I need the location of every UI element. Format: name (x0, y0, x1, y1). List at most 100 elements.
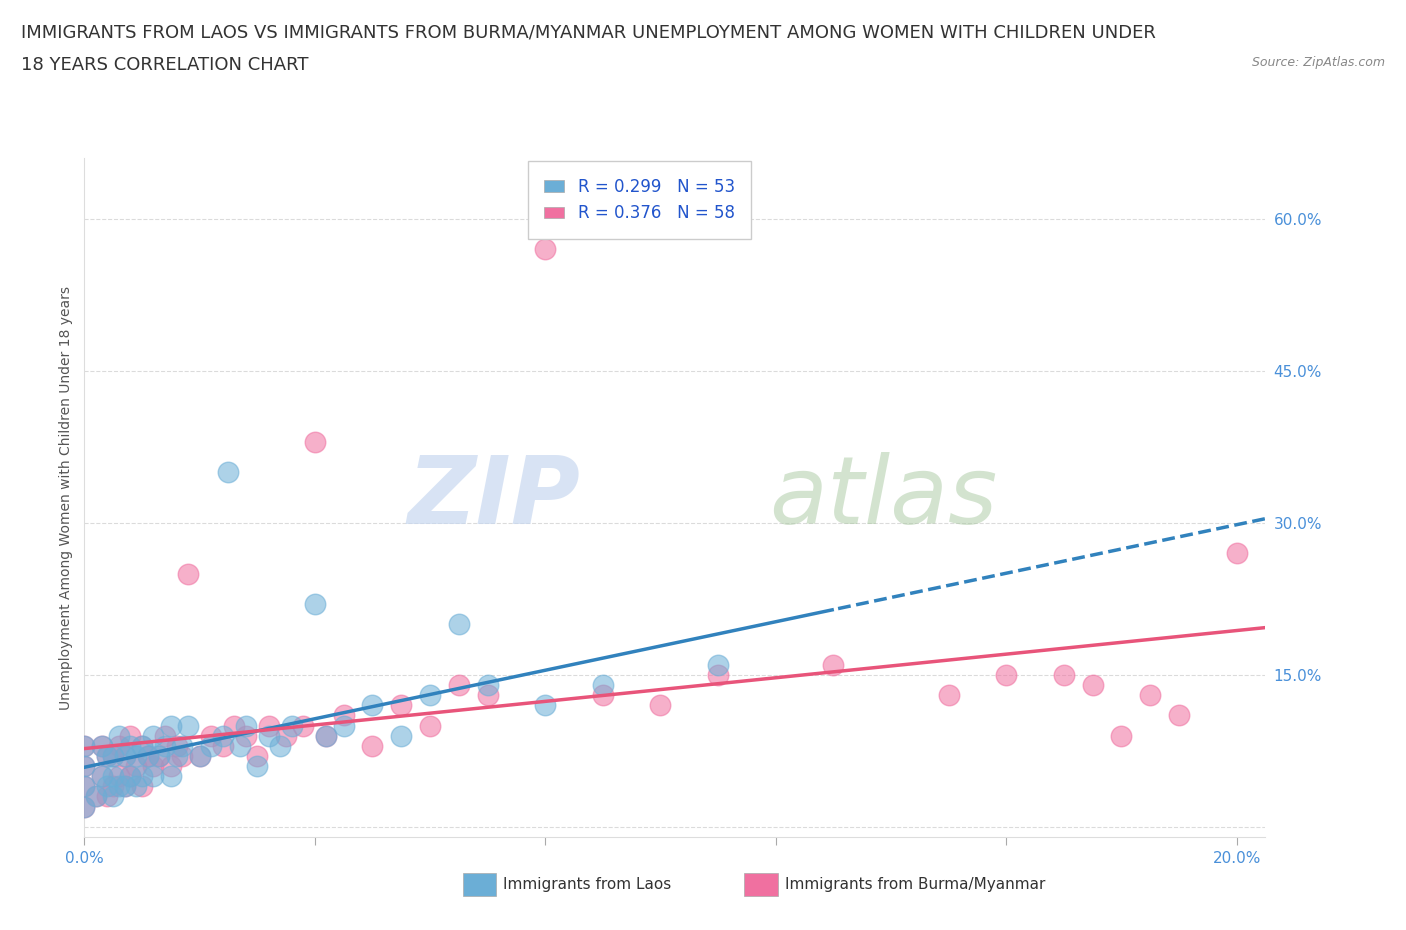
Point (332, 708, 354, 723)
Point (177, 718, 200, 733)
Point (108, 728, 131, 743)
Point (84, 789, 107, 804)
Point (101, 749, 124, 764)
Point (131, 738, 153, 753)
Point (292, 718, 315, 733)
Point (224, 718, 246, 733)
Point (361, 698, 384, 712)
Point (938, 687, 960, 702)
Point (73, 779, 96, 794)
Point (136, 749, 159, 764)
Point (73, 738, 96, 753)
Point (108, 738, 131, 753)
Point (315, 728, 337, 743)
Point (211, 738, 233, 753)
Point (73, 799, 96, 814)
Point (235, 718, 257, 733)
Point (235, 728, 257, 743)
Point (1168, 708, 1191, 723)
Point (101, 749, 124, 764)
Point (101, 789, 124, 804)
Point (84, 789, 107, 804)
Point (707, 668, 730, 683)
Point (166, 749, 188, 764)
Point (114, 779, 136, 794)
Point (177, 566, 200, 581)
Text: Source: ZipAtlas.com: Source: ZipAtlas.com (1251, 56, 1385, 69)
Point (707, 658, 730, 672)
Point (159, 759, 181, 774)
Point (188, 749, 211, 764)
Legend: R = 0.299   N = 53, R = 0.376   N = 58: R = 0.299 N = 53, R = 0.376 N = 58 (533, 166, 747, 234)
Point (592, 678, 614, 693)
Point (96, 749, 118, 764)
Point (304, 596, 326, 611)
Point (200, 738, 222, 753)
Text: ZIP: ZIP (408, 452, 581, 543)
Point (73, 759, 96, 774)
Point (148, 749, 170, 764)
Point (142, 769, 165, 784)
Text: atlas: atlas (769, 452, 998, 543)
Point (90, 738, 112, 753)
Point (142, 759, 165, 774)
Point (114, 749, 136, 764)
Point (131, 779, 153, 794)
Text: Immigrants from Burma/Myanmar: Immigrants from Burma/Myanmar (785, 877, 1045, 892)
Point (108, 779, 131, 794)
Point (419, 687, 441, 702)
Point (90, 769, 112, 784)
Point (361, 738, 384, 753)
Text: IMMIGRANTS FROM LAOS VS IMMIGRANTS FROM BURMA/MYANMAR UNEMPLOYMENT AMONG WOMEN W: IMMIGRANTS FROM LAOS VS IMMIGRANTS FROM … (21, 23, 1156, 41)
Point (246, 749, 269, 764)
Point (153, 738, 176, 753)
Point (73, 759, 96, 774)
Point (96, 779, 118, 794)
Point (281, 718, 304, 733)
Point (534, 242, 557, 257)
Point (101, 779, 124, 794)
Point (1139, 687, 1161, 702)
Point (114, 749, 136, 764)
Point (257, 718, 280, 733)
Text: Immigrants from Laos: Immigrants from Laos (503, 877, 672, 892)
Point (200, 728, 222, 743)
Point (592, 687, 614, 702)
Point (120, 738, 142, 753)
Point (142, 728, 165, 743)
Point (136, 749, 159, 764)
Point (73, 738, 96, 753)
Point (159, 718, 181, 733)
Point (125, 779, 148, 794)
Point (447, 617, 470, 631)
Point (1111, 728, 1133, 743)
Point (534, 698, 557, 712)
Point (246, 759, 269, 774)
Point (166, 738, 188, 753)
Y-axis label: Unemployment Among Women with Children Under 18 years: Unemployment Among Women with Children U… (59, 286, 73, 710)
Point (153, 728, 176, 743)
Point (125, 749, 148, 764)
Point (188, 749, 211, 764)
Point (120, 728, 142, 743)
Point (108, 769, 131, 784)
Point (1081, 678, 1104, 693)
Point (73, 799, 96, 814)
Point (995, 668, 1018, 683)
Point (1053, 668, 1076, 683)
Point (172, 749, 194, 764)
Point (73, 779, 96, 794)
Point (172, 738, 194, 753)
Point (650, 698, 672, 712)
Text: 18 YEARS CORRELATION CHART: 18 YEARS CORRELATION CHART (21, 56, 308, 73)
Point (823, 658, 845, 672)
Point (274, 728, 297, 743)
Point (217, 465, 239, 480)
Point (257, 728, 280, 743)
Point (96, 789, 118, 804)
Point (419, 718, 441, 733)
Point (90, 769, 112, 784)
Point (269, 738, 291, 753)
Point (389, 728, 412, 743)
Point (148, 749, 170, 764)
